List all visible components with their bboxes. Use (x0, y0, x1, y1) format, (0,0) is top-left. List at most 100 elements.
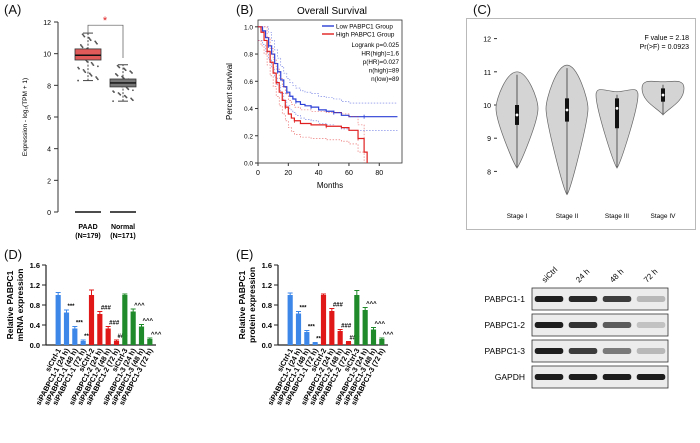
panel-b-y-tick-label: 0.6 (244, 79, 253, 86)
panel-d-bar (88, 295, 95, 345)
panel-b-y-tick-label: 0.2 (244, 133, 253, 140)
panel-d-significance: ^^^ (134, 303, 145, 309)
panel-a-category-count: (N=179) (75, 233, 100, 240)
blot-row-label: PABPC1-2 (485, 320, 526, 330)
panel-b-plot-frame (257, 19, 403, 164)
panel-b-ci-line-low (258, 40, 398, 131)
panel-a-jitter-point (95, 76, 97, 78)
panel-label-e: (E) (236, 247, 254, 262)
panel-d-significance: ^^^ (151, 332, 162, 338)
panel-d-bar (130, 311, 136, 345)
blot-row-label: PABPC1-1 (485, 294, 526, 304)
panel-d-bar (138, 326, 145, 345)
blot-band (568, 322, 598, 328)
panel-e-bar (295, 313, 302, 345)
panel-a-jitter-point (90, 61, 93, 64)
panel-d-significance: *** (76, 321, 84, 327)
blot-band (636, 322, 666, 328)
panel-e-y-axis-label-line2: protein expression (247, 267, 257, 343)
panel-b-legend-label: Low PABPC1 Group (336, 24, 393, 31)
blot-row-label: PABPC1-3 (485, 346, 526, 356)
panel-a-y-axis-label: Expression - log₂(TPM + 1) (22, 78, 29, 156)
panel-e-bar (320, 295, 327, 345)
panel-d-y-axis-label-line1: Relative PABPC1 (5, 270, 15, 339)
panel-c-median-dot (615, 106, 619, 110)
panel-e-significance: *** (316, 337, 324, 343)
panel-c-median-dot (515, 113, 519, 117)
panel-a-significance-mark: * (103, 15, 108, 27)
panel-a-category-label: Normal (111, 224, 135, 231)
panel-a-jitter-point (112, 90, 114, 93)
panel-d-bar (72, 328, 78, 345)
panel-a-category-label: PAAD (78, 224, 97, 231)
panel-d-bar (105, 328, 111, 345)
panel-a-y-tick-label: 4 (47, 147, 51, 154)
blot-band (568, 348, 598, 354)
panel-e-significance: ^^^ (375, 322, 386, 328)
blot-band (636, 374, 666, 380)
panel-e-y-tick-label: 1.2 (262, 281, 272, 290)
panel-b-stat-text: HR(high)=1.6 (361, 51, 399, 58)
panel-e-y-tick-label: 0.8 (262, 301, 272, 310)
panel-a-jitter-point (123, 94, 126, 97)
panel-e-y-axis-label-line1: Relative PABPC1 (237, 270, 247, 339)
panel-a-jitter-point (123, 67, 125, 70)
panel-a-jitter-point (77, 79, 79, 82)
panel-c-y-tick-label: 11 (484, 70, 491, 77)
panel-c-y-tick-label: 9 (487, 136, 491, 143)
panel-c-y-tick-label: 10 (483, 103, 491, 110)
blot-band (568, 374, 598, 380)
panel-a-jitter-point (114, 72, 117, 75)
panel-e-bar (362, 310, 368, 345)
panel-b-stat-text: Logrank p=0.025 (352, 42, 400, 49)
panel-b-legend-label: High PABPC1 Group (336, 32, 395, 39)
panel-e-bar (329, 311, 335, 345)
panel-d-bar (63, 312, 70, 345)
panel-b-x-tick-label: 0 (256, 170, 260, 177)
blot-band (534, 322, 564, 328)
blot-strip (531, 313, 669, 337)
panel-e-significance: ### (333, 303, 344, 309)
panel-a-jitter-point (88, 36, 90, 39)
blot-strip (531, 365, 669, 389)
panel-e-significance: ^^^ (366, 302, 377, 308)
panel-b-y-tick-label: 1.0 (244, 24, 253, 31)
blot-column-label: 72 h (642, 267, 659, 284)
blot-band (534, 348, 564, 354)
panel-d-y-tick-label: 1.2 (30, 281, 40, 290)
blot-band (636, 348, 666, 354)
panel-e-significance: *** (308, 325, 316, 331)
blot-band (602, 322, 632, 328)
panel-e-bar (287, 295, 293, 345)
panel-b-y-tick-label: 0.0 (244, 161, 253, 168)
panel-a-jitter-point (77, 66, 79, 69)
panel-c-annotation: F value = 2.18 (644, 35, 689, 42)
panel-d-significance: ### (101, 306, 112, 312)
panel-b-x-tick-label: 20 (284, 170, 292, 177)
panel-b-y-tick-label: 0.8 (244, 52, 253, 59)
blot-band (602, 348, 632, 354)
panel-a-jitter-point (112, 100, 114, 103)
panel-d-bar (113, 341, 120, 345)
panel-d-y-tick-label: 0.8 (30, 301, 40, 310)
panel-e-bar (345, 342, 352, 345)
panel-d-bar (97, 314, 103, 345)
panel-a-y-tick-label: 10 (43, 52, 51, 59)
panel-label-d: (D) (4, 247, 23, 262)
panel-c-y-tick-label: 12 (483, 37, 491, 44)
panel-e-bar (354, 295, 360, 345)
panel-c-median-dot (661, 93, 665, 97)
panel-b-ci-line-high (258, 26, 365, 139)
panel-a-box-paad (74, 48, 102, 61)
panel-a-y-tick-label: 12 (43, 20, 51, 27)
blot-band (534, 296, 564, 302)
panel-b-curve-high (258, 26, 368, 163)
panel-e-bar (304, 332, 310, 345)
blot-band (602, 374, 632, 380)
panel-d-significance: *** (84, 334, 92, 340)
panel-b-stat-text: n(high)=89 (369, 68, 400, 75)
panel-b-y-axis-label: Percent survival (225, 63, 234, 120)
panel-e-bar (312, 343, 318, 345)
panel-c-y-tick-label: 8 (487, 169, 491, 176)
panel-d-y-tick-label: 1.6 (30, 261, 40, 270)
